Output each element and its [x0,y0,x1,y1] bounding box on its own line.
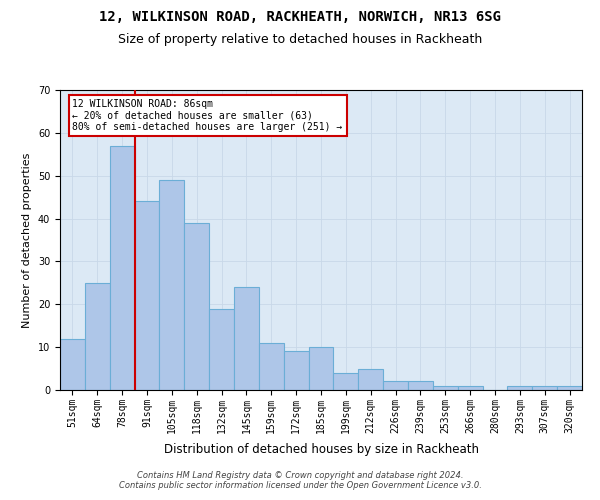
Text: 12, WILKINSON ROAD, RACKHEATH, NORWICH, NR13 6SG: 12, WILKINSON ROAD, RACKHEATH, NORWICH, … [99,10,501,24]
Bar [209,308,234,390]
Bar [433,386,458,390]
Text: Contains HM Land Registry data © Crown copyright and database right 2024.
Contai: Contains HM Land Registry data © Crown c… [119,470,481,490]
Bar [134,202,160,390]
Bar [334,373,358,390]
Bar [259,343,284,390]
Bar [458,386,482,390]
Bar [85,283,110,390]
Bar [60,338,85,390]
Bar [284,352,308,390]
Text: Distribution of detached houses by size in Rackheath: Distribution of detached houses by size … [163,442,479,456]
Bar [160,180,184,390]
Bar [358,368,383,390]
Bar [308,347,334,390]
Bar [408,382,433,390]
Bar [508,386,532,390]
Text: 12 WILKINSON ROAD: 86sqm
← 20% of detached houses are smaller (63)
80% of semi-d: 12 WILKINSON ROAD: 86sqm ← 20% of detach… [73,98,343,132]
Bar [110,146,134,390]
Bar [532,386,557,390]
Bar [383,382,408,390]
Text: Size of property relative to detached houses in Rackheath: Size of property relative to detached ho… [118,32,482,46]
Bar [184,223,209,390]
Y-axis label: Number of detached properties: Number of detached properties [22,152,32,328]
Bar [234,287,259,390]
Bar [557,386,582,390]
